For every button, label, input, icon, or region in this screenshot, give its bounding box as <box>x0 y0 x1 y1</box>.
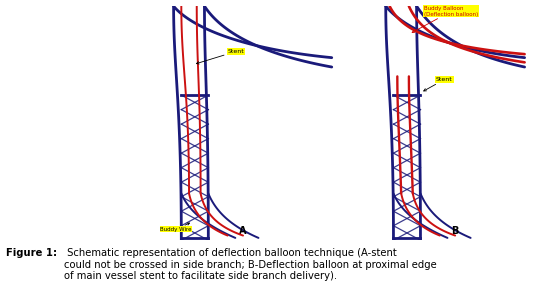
Text: Figure 1:: Figure 1: <box>6 248 57 258</box>
Text: Buddy Wire: Buddy Wire <box>160 223 191 232</box>
Text: Stent: Stent <box>196 49 244 64</box>
Text: Buddy Balloon
(Deflection balloon): Buddy Balloon (Deflection balloon) <box>412 6 478 32</box>
Text: Stent: Stent <box>423 77 453 91</box>
Text: A: A <box>239 225 247 236</box>
Text: Schematic representation of deflection balloon technique (A-stent
could not be c: Schematic representation of deflection b… <box>64 248 437 281</box>
Text: B: B <box>452 225 459 236</box>
